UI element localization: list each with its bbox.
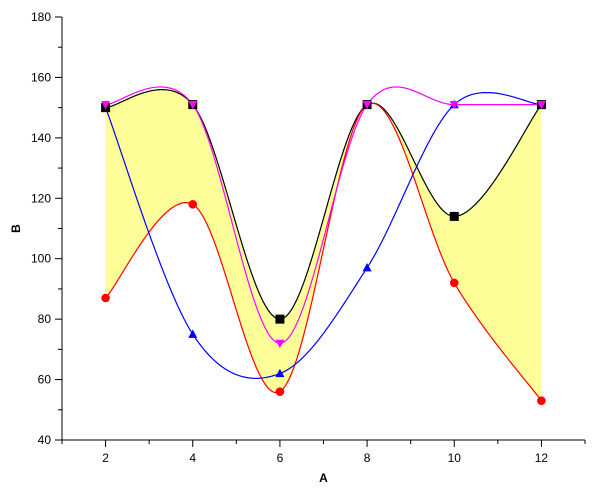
y-tick-label: 40 xyxy=(38,433,52,447)
marker-series-3-point-0 xyxy=(101,101,111,110)
series-line-1 xyxy=(105,102,542,402)
marker-series-2-point-2 xyxy=(275,368,285,378)
x-tick-label: 8 xyxy=(364,451,371,465)
marker-series-3-point-3 xyxy=(362,101,372,110)
x-tick-label: 2 xyxy=(102,451,109,465)
marker-series-3-point-1 xyxy=(188,101,198,110)
marker-layer xyxy=(101,99,546,406)
marker-series-3-point-5 xyxy=(536,101,546,110)
x-tick-label: 4 xyxy=(189,451,196,465)
marker-series-2-point-3 xyxy=(362,262,372,272)
marker-series-1-point-4 xyxy=(449,278,459,288)
marker-series-1-point-0 xyxy=(101,293,110,303)
y-tick-label: 180 xyxy=(31,10,51,24)
x-tick-label: 12 xyxy=(535,451,549,465)
fill-between-area xyxy=(105,89,542,401)
y-tick-label: 140 xyxy=(31,131,51,145)
marker-series-1-point-5 xyxy=(537,396,546,406)
x-tick-label: 6 xyxy=(277,451,284,465)
y-tick-label: 80 xyxy=(38,312,52,326)
x-axis-title: A xyxy=(319,471,328,485)
marker-series-0-point-2 xyxy=(275,314,285,324)
series-line-0 xyxy=(105,89,542,320)
marker-series-2-point-1 xyxy=(188,329,198,338)
marker-series-1-point-1 xyxy=(188,200,198,209)
marker-series-3-point-4 xyxy=(449,101,459,110)
fill-area-layer xyxy=(105,89,542,401)
series-line-2 xyxy=(105,91,542,379)
marker-series-0-point-4 xyxy=(449,211,459,221)
marker-series-3-point-2 xyxy=(275,339,285,349)
y-axis-title: B xyxy=(9,224,23,233)
series-line-3 xyxy=(105,86,542,344)
y-tick-label: 160 xyxy=(31,70,51,84)
y-tick-label: 100 xyxy=(31,252,51,266)
marker-series-1-point-2 xyxy=(275,387,285,396)
y-tick-label: 60 xyxy=(38,373,52,387)
axes: 2 4 6 8 10 12 40 60 80 100 120 140 160 180 xyxy=(31,10,586,465)
y-tick-label: 120 xyxy=(31,191,51,205)
x-tick-label: 10 xyxy=(448,451,462,465)
series-layer xyxy=(105,86,542,402)
